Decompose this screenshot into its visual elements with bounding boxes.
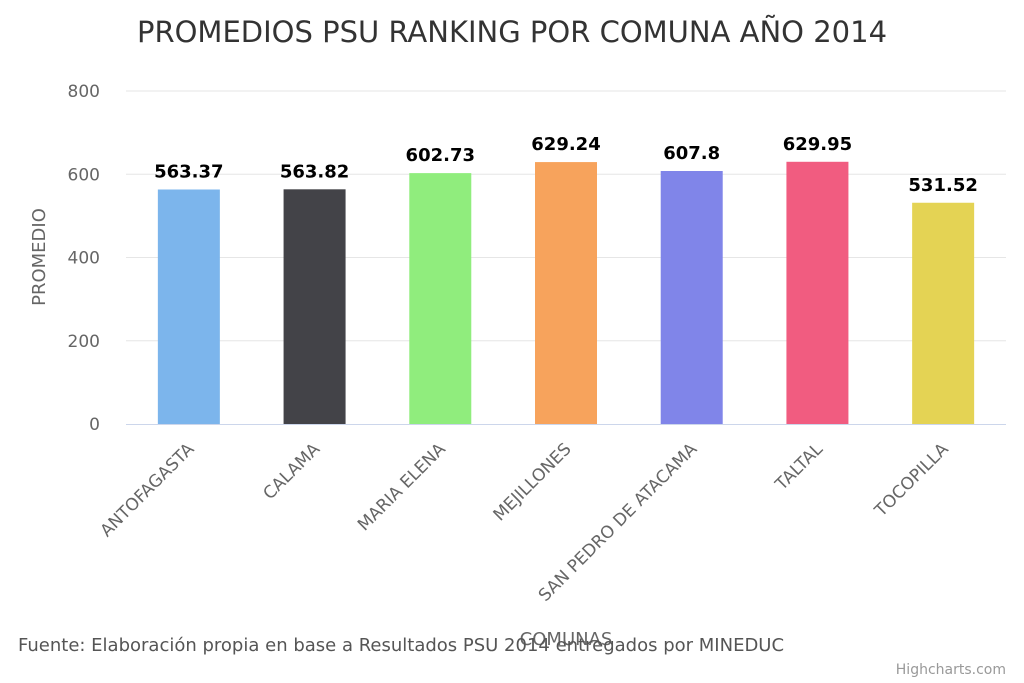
y-tick-label: 200 [68, 332, 100, 352]
data-label: 607.8 [663, 143, 720, 164]
bar-series [157, 161, 975, 424]
y-tick-label: 0 [89, 415, 100, 435]
x-axis-ticks: ANTOFAGASTA CALAMA MARIA ELENA MEJILLONESSA… [97, 439, 953, 606]
y-axis-ticks: 0 200 400 600 800 [68, 82, 100, 435]
bar[interactable] [660, 171, 723, 424]
data-label: 602.73 [406, 145, 475, 166]
bar[interactable] [283, 189, 346, 424]
bar[interactable] [535, 162, 597, 424]
bar[interactable] [157, 189, 220, 424]
chart-title: PROMEDIOS PSU RANKING POR COMUNA AÑO 201… [137, 15, 887, 49]
x-axis-title: COMUNAS [520, 629, 613, 650]
data-label: 563.82 [280, 161, 349, 182]
x-tick-label: ANTOFAGASTA [97, 439, 199, 541]
bar[interactable] [409, 173, 472, 424]
source-note: Fuente: Elaboración propia en base a Res… [18, 635, 784, 656]
bar[interactable] [912, 202, 975, 424]
data-label: 629.24 [531, 134, 600, 155]
y-axis-title: PROMEDIO [29, 208, 50, 306]
highcharts-credits[interactable]: Highcharts.com [896, 662, 1006, 678]
data-labels: 563.37 563.82 602.73 629.24 607.8 629.95 531.5… [154, 134, 978, 196]
y-tick-label: 600 [68, 165, 100, 185]
x-tick-label: MEJILLONES [490, 439, 576, 525]
x-tick-label: CALAMA [260, 439, 325, 504]
y-tick-label: 400 [68, 249, 100, 269]
x-tick-label: TALTAL [771, 439, 827, 495]
x-tick-label: MARIA ELENA [354, 439, 450, 535]
x-tick-label: TOCOPILLA [870, 439, 952, 521]
y-tick-label: 800 [68, 82, 100, 102]
data-label: 629.95 [783, 134, 852, 155]
data-label: 531.52 [908, 175, 977, 196]
data-label: 563.37 [154, 161, 223, 182]
bar[interactable] [786, 161, 849, 424]
